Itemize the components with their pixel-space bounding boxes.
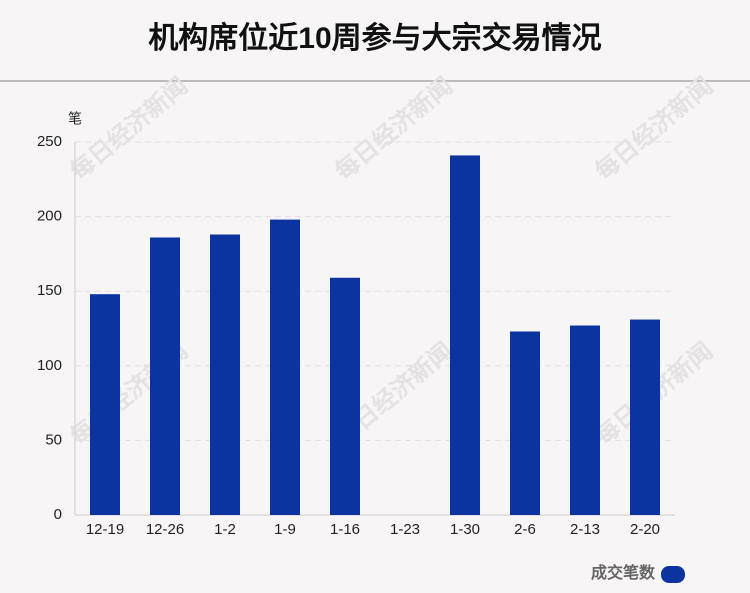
y-tick-label: 150 [37, 282, 62, 299]
legend-label: 成交笔数 [591, 563, 656, 582]
x-tick-label: 2-20 [630, 521, 660, 538]
y-tick-label: 50 [45, 431, 62, 448]
bar [630, 319, 660, 515]
bar [90, 294, 120, 515]
x-tick-label: 1-30 [450, 521, 480, 538]
y-tick-label: 100 [37, 357, 62, 374]
x-tick-label: 1-23 [390, 521, 420, 538]
x-tick-label: 12-19 [86, 521, 124, 538]
x-tick-label: 1-2 [214, 521, 236, 538]
x-tick-label: 2-6 [514, 521, 536, 538]
y-tick-label: 200 [37, 208, 62, 225]
x-tick-label: 1-16 [330, 521, 360, 538]
x-tick-label: 12-26 [146, 521, 184, 538]
chart-title: 机构席位近10周参与大宗交易情况 [148, 21, 601, 55]
x-tick-label: 1-9 [274, 521, 296, 538]
x-tick-label: 2-13 [570, 521, 600, 538]
bar [570, 325, 600, 515]
bar [270, 219, 300, 516]
bar [210, 234, 240, 515]
bar [150, 237, 180, 515]
bar [450, 155, 480, 516]
y-tick-label: 250 [37, 133, 62, 150]
legend-swatch [661, 566, 685, 583]
y-axis-label: 笔 [68, 111, 82, 127]
bar [330, 277, 360, 515]
bar [510, 331, 540, 515]
y-tick-label: 0 [54, 506, 62, 523]
